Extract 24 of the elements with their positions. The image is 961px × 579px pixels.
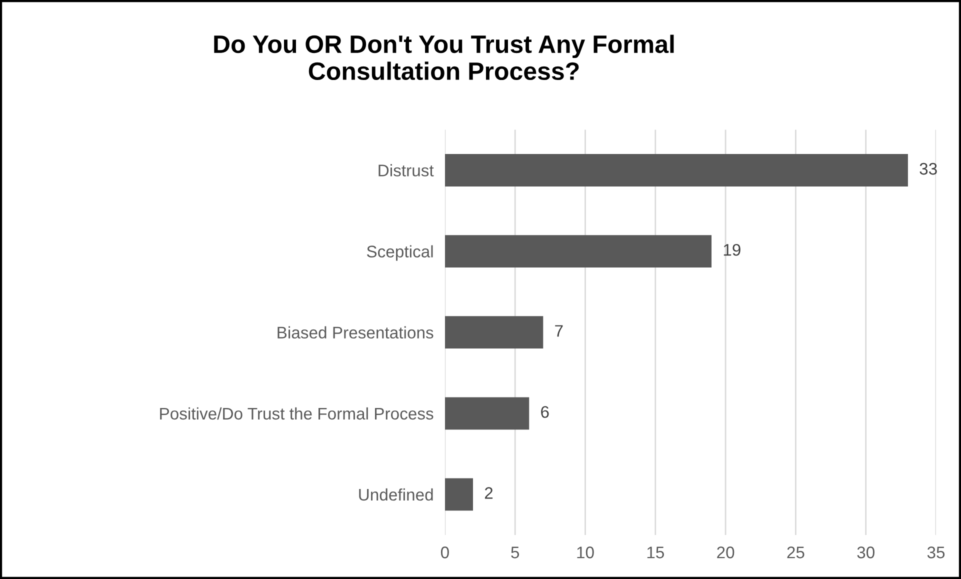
bar — [444, 235, 712, 268]
chart-title: Do You OR Don't You Trust Any Formal Consultation Process? — [214, 34, 674, 80]
x-tick-label: 25 — [787, 546, 804, 558]
y-tick-label: Positive/Do Trust the Formal Process — [160, 407, 434, 420]
data-label: 7 — [555, 325, 563, 337]
y-tick-label: Sceptical — [366, 245, 433, 261]
x-tick-label: 15 — [647, 546, 664, 558]
bar — [444, 397, 530, 430]
x-tick-label: 0 — [440, 546, 449, 558]
y-tick-label: Distrust — [378, 164, 434, 176]
bar — [444, 478, 474, 511]
bar — [444, 316, 544, 349]
x-tick-label: 10 — [577, 546, 594, 558]
x-tick-label: 5 — [511, 546, 520, 558]
x-tick-label: 35 — [927, 546, 945, 558]
data-label: 33 — [920, 162, 937, 175]
bar — [444, 154, 908, 186]
x-tick-label: 30 — [857, 546, 874, 558]
y-tick-label: Biased Presentations — [278, 326, 434, 339]
data-label: 2 — [484, 487, 493, 499]
x-tick-label: 20 — [717, 546, 734, 558]
data-label: 6 — [541, 406, 549, 418]
y-tick-label: Undefined — [359, 488, 433, 501]
data-label: 19 — [724, 244, 740, 256]
